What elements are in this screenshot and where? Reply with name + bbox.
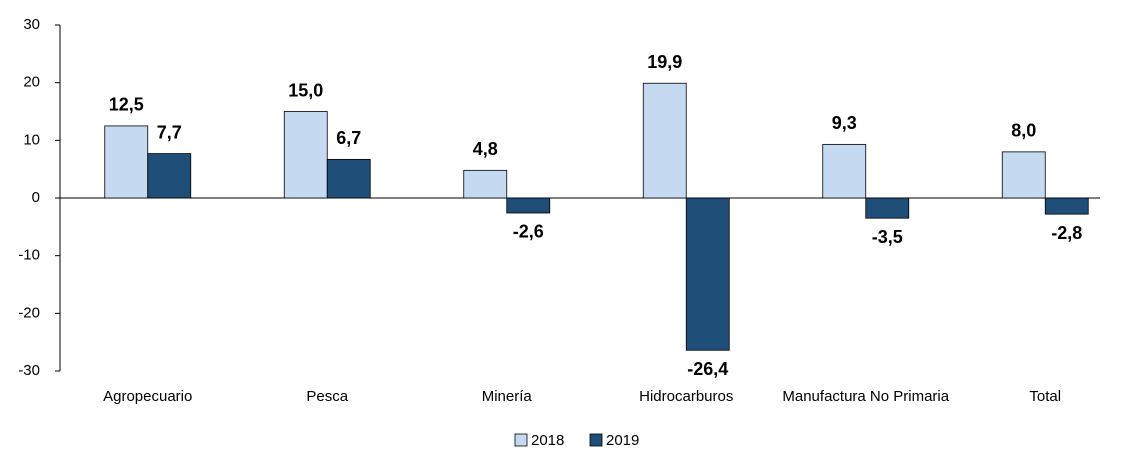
- x-tick-label: Hidrocarburos: [639, 388, 734, 405]
- value-label: 9,3: [832, 113, 857, 133]
- value-label: 15,0: [288, 80, 323, 100]
- bar: [685, 197, 730, 351]
- y-tick-label: -20: [18, 304, 40, 321]
- bar: [147, 153, 192, 199]
- y-tick-label: -10: [18, 247, 40, 264]
- bar: [642, 82, 687, 199]
- value-label: 4,8: [473, 139, 498, 159]
- legend-label: 2018: [531, 432, 564, 449]
- x-tick-label: Total: [1029, 388, 1062, 405]
- legend-swatch: [589, 433, 603, 447]
- value-label: 7,7: [157, 122, 182, 142]
- legend-swatch: [514, 433, 528, 447]
- y-tick-label: 20: [23, 74, 40, 91]
- y-tick-label: 30: [23, 16, 40, 33]
- y-tick-label: 0: [32, 189, 40, 206]
- x-tick-label: Agropecuario: [103, 388, 193, 405]
- value-label: 19,9: [647, 52, 682, 72]
- x-tick-label: Pesca: [306, 388, 349, 405]
- value-label: -2,6: [513, 222, 544, 242]
- bar: [865, 197, 910, 219]
- value-label: -26,4: [687, 359, 728, 379]
- bar: [463, 169, 508, 199]
- bar: [506, 197, 551, 214]
- legend-label: 2019: [606, 432, 639, 449]
- x-tick-label: Manufactura No Primaria: [782, 388, 950, 405]
- value-label: 12,5: [109, 95, 144, 115]
- y-tick-label: 10: [23, 131, 40, 148]
- bar: [822, 143, 867, 199]
- bar: [1044, 197, 1089, 215]
- value-label: 6,7: [336, 128, 361, 148]
- y-tick-label: -30: [18, 362, 40, 379]
- value-label: 8,0: [1011, 121, 1036, 141]
- x-tick-label: Minería: [481, 388, 532, 405]
- value-label: -3,5: [872, 227, 903, 247]
- bar: [104, 125, 149, 199]
- value-label: -2,8: [1051, 223, 1082, 243]
- bar: [326, 158, 371, 199]
- bar: [1001, 151, 1046, 199]
- bar: [283, 111, 328, 199]
